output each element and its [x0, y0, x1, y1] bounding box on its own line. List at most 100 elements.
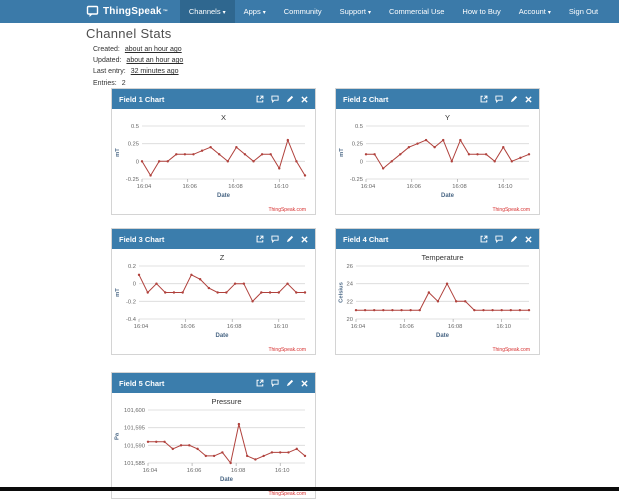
- svg-text:ThingSpeak.com: ThingSpeak.com: [268, 207, 306, 213]
- nav-apps[interactable]: Apps ▾: [243, 7, 266, 16]
- export-icon[interactable]: [256, 379, 264, 387]
- svg-text:0.5: 0.5: [355, 124, 363, 130]
- nav-sign-out[interactable]: Sign Out: [568, 7, 599, 16]
- svg-text:16:10: 16:10: [274, 324, 289, 330]
- comment-icon[interactable]: [495, 235, 503, 243]
- svg-text:X: X: [221, 113, 226, 122]
- svg-text:16:08: 16:08: [228, 184, 243, 190]
- svg-text:0.5: 0.5: [131, 124, 139, 130]
- svg-text:Date: Date: [436, 333, 450, 339]
- panel-header: Field 5 Chart: [112, 373, 315, 393]
- close-icon[interactable]: [525, 235, 532, 243]
- caret-down-icon: ▾: [262, 10, 266, 16]
- svg-text:ThingSpeak.com: ThingSpeak.com: [492, 207, 530, 213]
- panel-title: Field 2 Chart: [343, 94, 389, 104]
- svg-text:16:08: 16:08: [227, 324, 242, 330]
- svg-text:101,585: 101,585: [124, 461, 145, 467]
- svg-text:ThingSpeak.com: ThingSpeak.com: [492, 347, 530, 353]
- nav-left-group: Channels ▾ Apps ▾ Community Support ▾: [179, 0, 380, 23]
- stat-value[interactable]: about an hour ago: [124, 46, 182, 53]
- stat-value[interactable]: 32 minutes ago: [130, 68, 179, 76]
- close-icon[interactable]: [301, 379, 308, 387]
- nav-account[interactable]: Account ▾: [518, 7, 551, 16]
- panel-body: X 0.5 0.25 0 -0.25 mT 16:04 16:06 16:08 16:10 Date…: [112, 109, 315, 214]
- panel-header: Field 3 Chart: [112, 229, 315, 249]
- svg-text:16:04: 16:04: [137, 184, 152, 190]
- svg-text:-0.4: -0.4: [126, 317, 137, 323]
- field-1-chart: X 0.5 0.25 0 -0.25 mT 16:04 16:06 16:08 16:10 Date…: [115, 113, 307, 213]
- caret-down-icon: ▾: [367, 10, 371, 16]
- svg-text:Date: Date: [220, 477, 234, 483]
- edit-icon[interactable]: [286, 95, 294, 103]
- svg-text:16:10: 16:10: [275, 468, 290, 474]
- stat-label: Created:: [93, 46, 120, 53]
- svg-text:16:06: 16:06: [187, 468, 202, 474]
- panel-header: Field 1 Chart: [112, 89, 315, 109]
- svg-text:101,595: 101,595: [124, 426, 145, 432]
- svg-text:-0.25: -0.25: [126, 177, 139, 183]
- channel-stats-summary: Created: about an hour ago Updated: about …: [93, 44, 183, 89]
- close-icon[interactable]: [301, 95, 308, 103]
- nav-how-to-buy[interactable]: How to Buy: [462, 7, 501, 16]
- panel-icon-group: [480, 95, 532, 103]
- svg-text:Date: Date: [441, 193, 455, 199]
- nav-right-group: Commercial Use How to Buy Account ▾ Sign …: [380, 0, 607, 23]
- panel-icon-group: [256, 379, 308, 387]
- edit-icon[interactable]: [286, 235, 294, 243]
- close-icon[interactable]: [301, 235, 308, 243]
- edit-icon[interactable]: [286, 379, 294, 387]
- comment-icon[interactable]: [495, 95, 503, 103]
- svg-text:mT: mT: [115, 148, 121, 157]
- svg-text:0: 0: [133, 282, 136, 288]
- svg-text:0.2: 0.2: [128, 264, 136, 270]
- field-2-chart: Y 0.5 0.25 0 -0.25 mT 16:04 16:06 16:08 16:10 Date…: [339, 113, 531, 213]
- nav-support[interactable]: Support ▾: [339, 7, 371, 16]
- thingspeak-logo[interactable]: ThingSpeak ™: [86, 0, 168, 23]
- panel-icon-group: [256, 95, 308, 103]
- close-icon[interactable]: [525, 95, 532, 103]
- stat-value: 2: [121, 79, 126, 87]
- export-icon[interactable]: [480, 95, 488, 103]
- panel-icon-group: [480, 235, 532, 243]
- nav-commercial-use[interactable]: Commercial Use: [388, 7, 445, 16]
- speech-bubble-logo-icon: [86, 5, 99, 17]
- field-1-chart-panel: Field 1 Chart X 0.5 0.25 0 -0.25 mT 16:04 16:06…: [111, 88, 316, 215]
- nav-community[interactable]: Community: [283, 7, 322, 16]
- svg-text:Celsius: Celsius: [339, 282, 345, 303]
- svg-text:16:08: 16:08: [448, 324, 463, 330]
- nav-channels[interactable]: Channels ▾: [179, 0, 235, 23]
- svg-text:Y: Y: [445, 113, 450, 122]
- comment-icon[interactable]: [271, 95, 279, 103]
- svg-text:mT: mT: [339, 148, 345, 157]
- export-icon[interactable]: [256, 95, 264, 103]
- page-title: Channel Stats: [86, 26, 172, 41]
- panel-body: Z 0.2 0 -0.2 -0.4 mT 16:04 16:06 16:08 16:10 Date T…: [112, 249, 315, 354]
- export-icon[interactable]: [480, 235, 488, 243]
- svg-text:16:06: 16:06: [182, 184, 197, 190]
- svg-text:ThingSpeak.com: ThingSpeak.com: [268, 491, 306, 497]
- stat-updated: Updated: about an hour ago: [93, 55, 183, 66]
- caret-down-icon: ▾: [222, 10, 226, 16]
- stat-created: Created: about an hour ago: [93, 44, 183, 55]
- stat-label: Entries:: [93, 79, 117, 87]
- field-3-chart-panel: Field 3 Chart Z 0.2 0 -0.2 -0.4 mT 16:04 16:06 1…: [111, 228, 316, 355]
- field-4-chart-panel: Field 4 Chart Temperature 26 24 22 20 Celsius…: [335, 228, 540, 355]
- svg-text:26: 26: [347, 264, 353, 270]
- svg-text:16:08: 16:08: [452, 184, 467, 190]
- stat-last-entry: Last entry: 32 minutes ago: [93, 66, 183, 77]
- comment-icon[interactable]: [271, 235, 279, 243]
- svg-text:ThingSpeak.com: ThingSpeak.com: [268, 347, 306, 353]
- edit-icon[interactable]: [510, 95, 518, 103]
- svg-text:Temperature: Temperature: [421, 253, 463, 262]
- export-icon[interactable]: [256, 235, 264, 243]
- edit-icon[interactable]: [510, 235, 518, 243]
- svg-text:101,590: 101,590: [124, 443, 145, 449]
- panel-title: Field 3 Chart: [119, 234, 165, 244]
- svg-text:16:06: 16:06: [406, 184, 421, 190]
- stat-value[interactable]: about an hour ago: [126, 57, 184, 65]
- svg-text:0.25: 0.25: [352, 142, 363, 148]
- svg-text:Pa: Pa: [115, 432, 121, 440]
- top-navbar: ThingSpeak ™ Channels ▾ Apps ▾ Community Su…: [0, 0, 619, 23]
- comment-icon[interactable]: [271, 379, 279, 387]
- svg-text:0.25: 0.25: [128, 142, 139, 148]
